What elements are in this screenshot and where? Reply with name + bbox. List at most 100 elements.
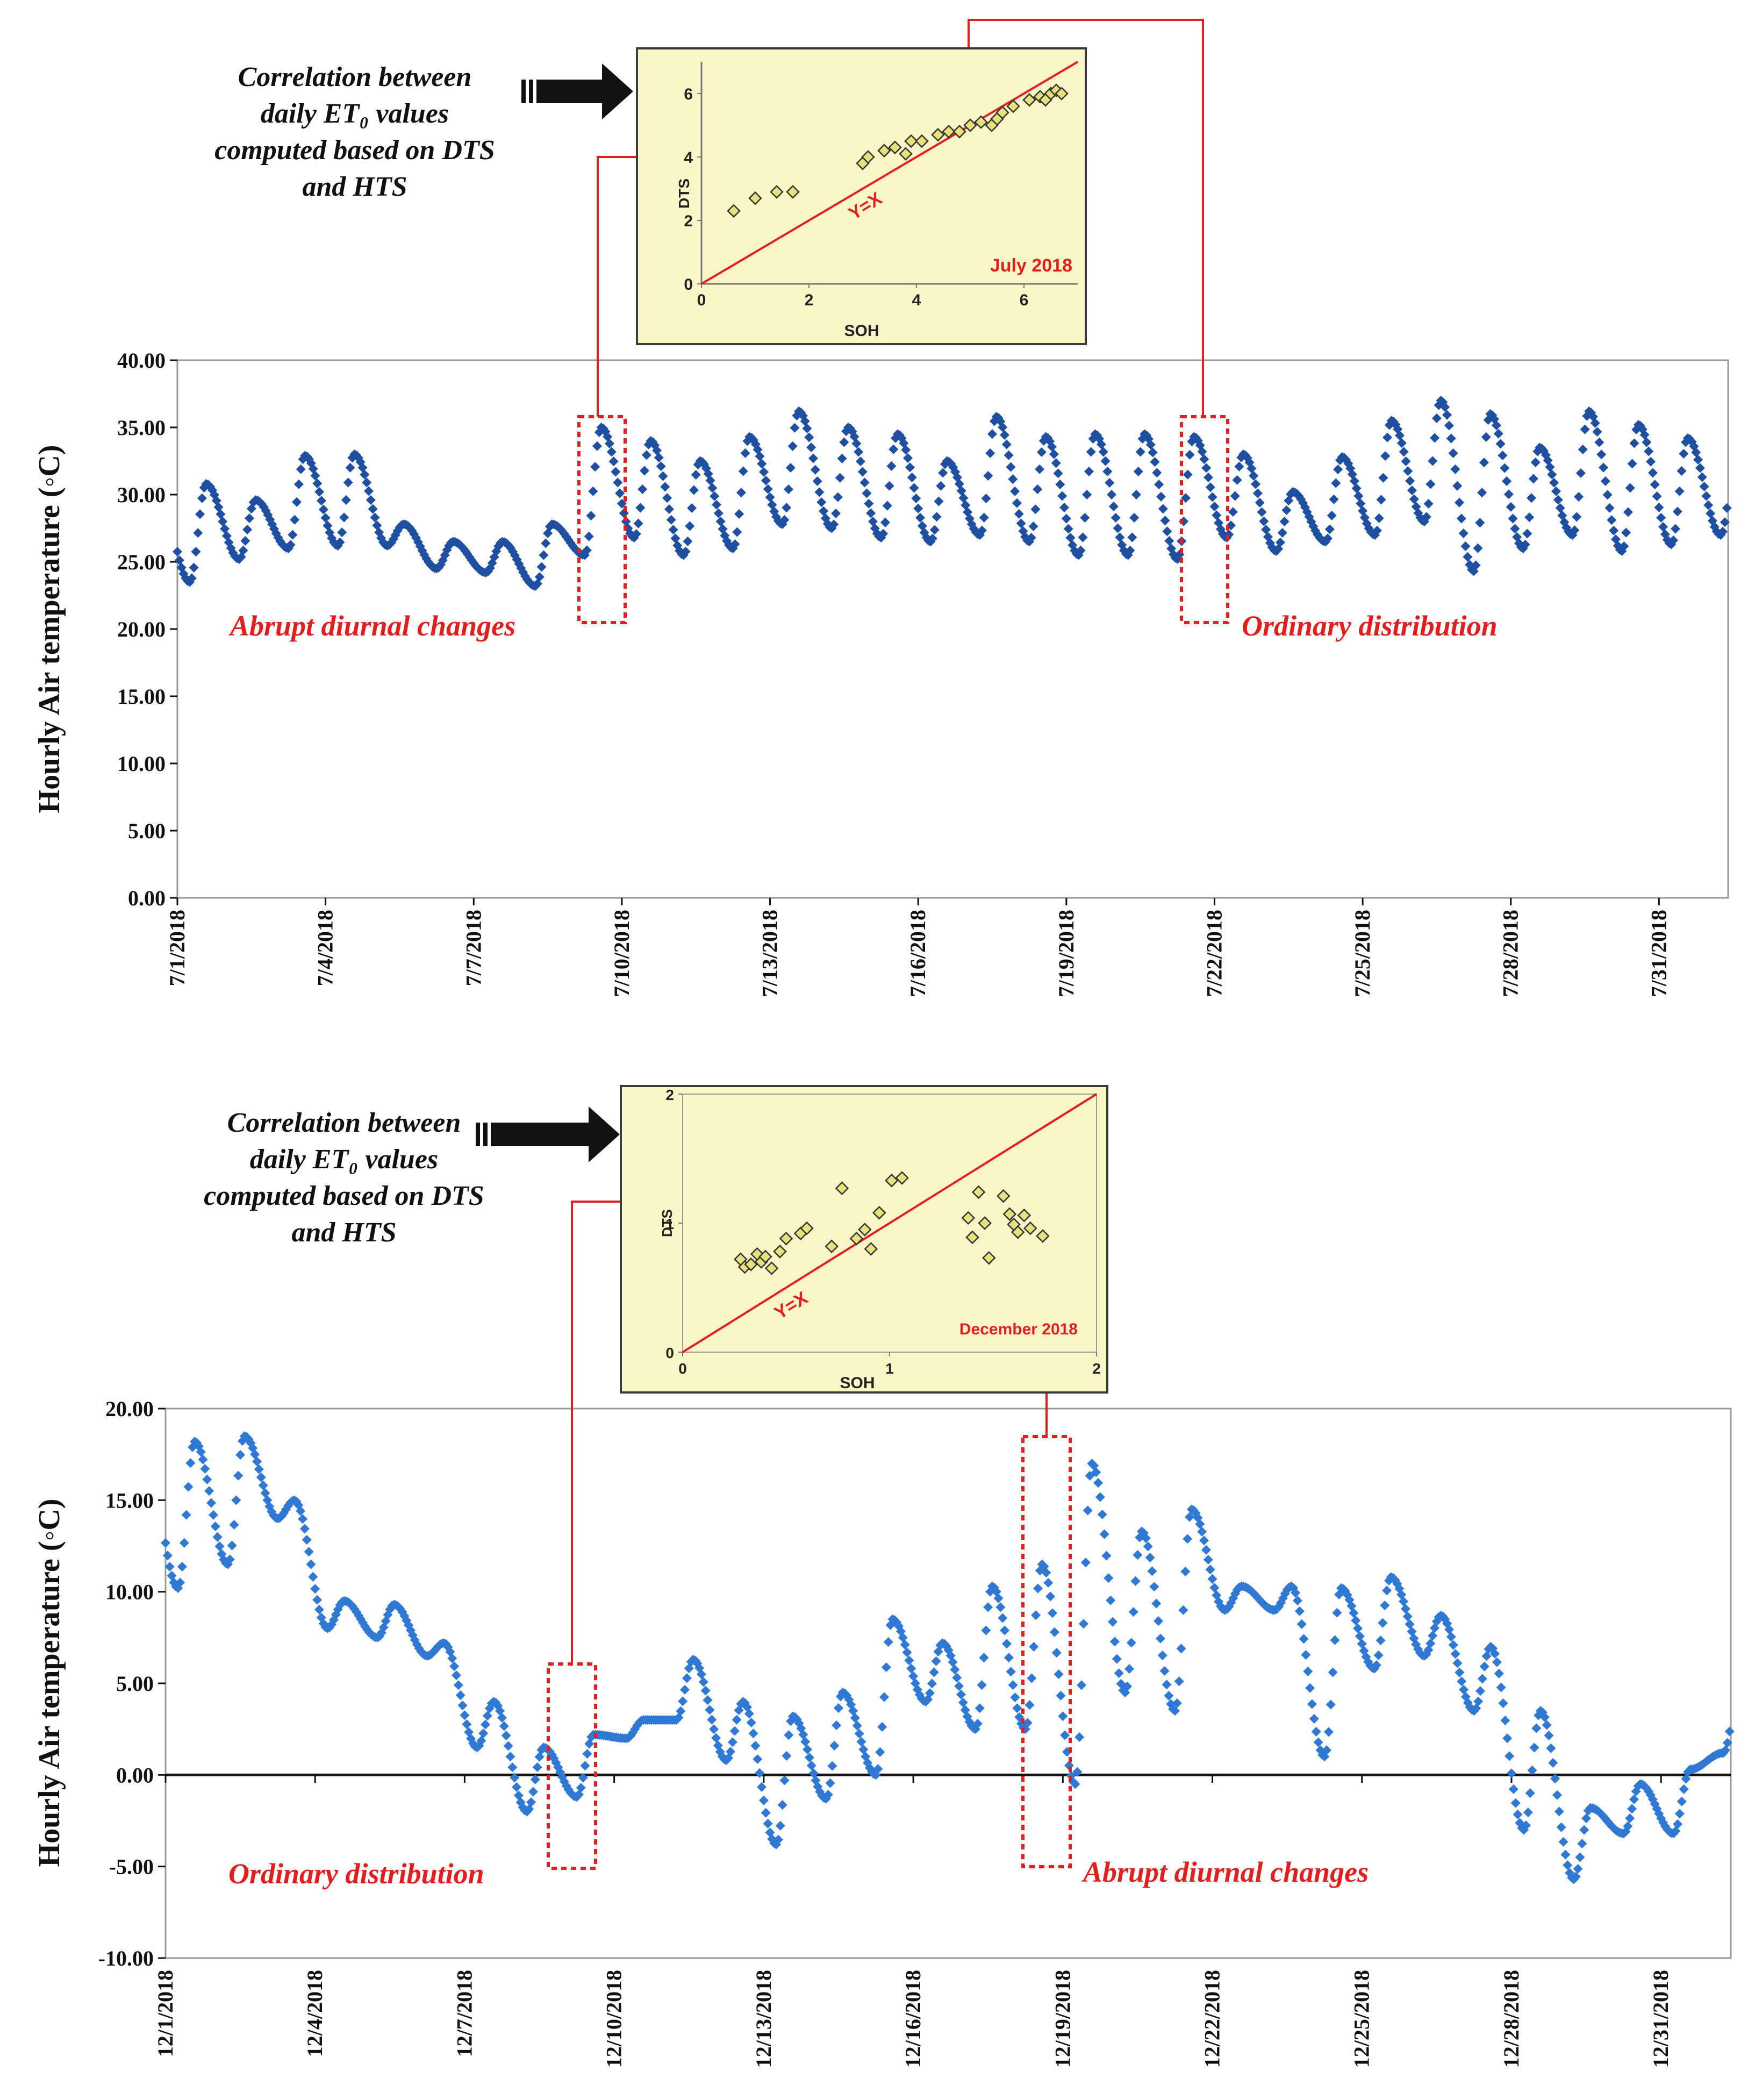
data-point: [902, 1647, 912, 1658]
data-point: [1396, 438, 1407, 448]
data-point: [1625, 483, 1635, 493]
data-point: [975, 1703, 985, 1713]
data-point: [1275, 537, 1285, 547]
data-point: [512, 1782, 522, 1792]
data-point: [1083, 1505, 1093, 1516]
x-tick-label: 12/22/2018: [1200, 1970, 1224, 2068]
data-point: [1311, 1726, 1321, 1737]
data-point: [873, 1764, 883, 1774]
data-point: [929, 1667, 939, 1677]
data-point: [1627, 459, 1637, 469]
data-point: [886, 461, 897, 471]
y-tick-label: 20.00: [105, 1397, 154, 1421]
data-point: [1043, 1578, 1054, 1588]
data-point: [1373, 1650, 1384, 1660]
data-point: [709, 1724, 719, 1734]
data-point: [1152, 468, 1162, 478]
data-point: [1178, 1605, 1188, 1615]
data-point: [198, 1454, 208, 1465]
inset-point: [773, 1245, 787, 1259]
data-point: [726, 1747, 736, 1757]
data-point: [927, 533, 937, 544]
data-point: [631, 529, 641, 539]
data-point: [898, 1632, 908, 1642]
data-point: [1554, 1806, 1564, 1817]
data-point: [1407, 485, 1417, 496]
data-point: [1500, 463, 1510, 473]
x-tick-label: 12/25/2018: [1350, 1970, 1374, 2068]
data-point: [343, 477, 353, 488]
data-point: [1305, 1683, 1315, 1693]
top-callout-line-4: and HTS: [302, 172, 407, 202]
data-point: [696, 1669, 706, 1680]
data-point: [999, 430, 1009, 440]
data-point: [1148, 447, 1158, 458]
data-point: [1049, 449, 1059, 459]
data-point: [1063, 524, 1073, 534]
top-callout-line-1: Correlation between: [238, 62, 472, 92]
data-point: [900, 1640, 910, 1650]
data-point: [1162, 526, 1172, 537]
data-point: [1560, 1849, 1571, 1860]
data-point: [1444, 1624, 1455, 1634]
data-point: [1674, 1809, 1685, 1819]
inset-point: [748, 191, 762, 205]
x-tick-label: 7/13/2018: [758, 910, 782, 997]
data-point: [958, 493, 969, 503]
data-point: [1503, 489, 1514, 499]
data-point: [734, 509, 744, 519]
y-tick-label: 35.00: [117, 416, 166, 440]
data-point: [691, 470, 701, 480]
data-point: [1080, 513, 1090, 523]
data-point: [936, 481, 946, 491]
data-point: [1613, 541, 1623, 551]
data-point: [703, 1695, 713, 1705]
data-point: [252, 1456, 262, 1467]
data-point: [1527, 1765, 1537, 1775]
data-point: [956, 1689, 966, 1699]
inset-y-tick-label: 4: [684, 149, 693, 167]
data-point: [532, 1762, 542, 1773]
data-point: [1428, 456, 1438, 466]
data-point: [1481, 432, 1491, 442]
data-point: [314, 487, 325, 497]
data-point: [903, 453, 913, 463]
top-y-axis-label: Hourly Air temperature (◦C): [33, 445, 66, 813]
data-point: [804, 1752, 814, 1762]
data-point: [1572, 512, 1582, 522]
data-point: [710, 491, 720, 501]
data-point: [1555, 503, 1565, 513]
inset-point: [995, 105, 1009, 120]
data-point: [1261, 525, 1271, 535]
bottom-callout-arrow-icon: [476, 1106, 620, 1162]
data-point: [1681, 1774, 1691, 1784]
data-point: [580, 1761, 590, 1771]
data-point: [779, 515, 790, 525]
data-point: [831, 509, 841, 519]
inset-point: [888, 140, 902, 155]
data-point: [1553, 495, 1563, 505]
inset-point: [952, 125, 966, 139]
data-point: [231, 1495, 241, 1505]
data-point: [1496, 1682, 1506, 1692]
y-tick-label: 15.00: [117, 684, 166, 709]
data-point: [854, 1728, 864, 1739]
data-point: [1724, 1726, 1735, 1737]
data-point: [651, 445, 662, 455]
data-point: [447, 1653, 457, 1663]
x-tick-label: 7/1/2018: [165, 910, 189, 986]
data-point: [1232, 475, 1242, 485]
data-point: [1351, 483, 1362, 494]
data-point: [578, 1773, 588, 1783]
inset-point: [764, 1261, 779, 1275]
data-point: [200, 1464, 210, 1474]
data-point: [825, 1778, 835, 1788]
data-point: [773, 1834, 783, 1845]
inset-point: [1023, 1221, 1037, 1235]
data-point: [1085, 1470, 1095, 1481]
data-point: [808, 453, 818, 463]
data-point: [1164, 535, 1174, 546]
data-point: [1104, 1573, 1114, 1583]
